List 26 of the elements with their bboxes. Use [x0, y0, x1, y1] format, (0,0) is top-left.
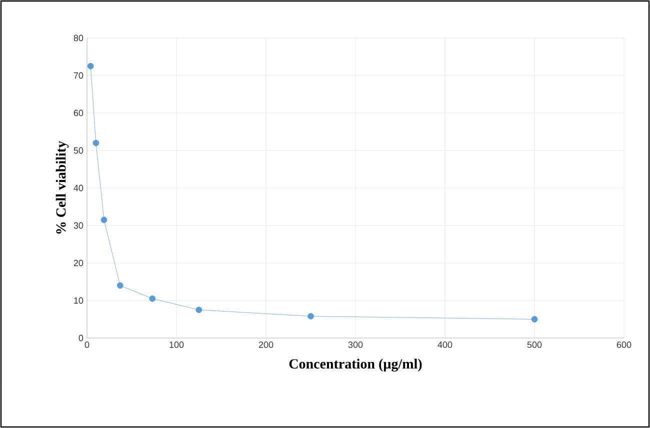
y-tick-label: 60 [74, 110, 84, 116]
x-tick-label: 0 [84, 342, 90, 348]
x-tick-label: 600 [616, 342, 632, 348]
y-tick-label: 30 [74, 222, 84, 229]
x-tick-label: 300 [348, 342, 363, 348]
y-tick-label: 50 [74, 147, 84, 154]
x-tick-label: 200 [258, 342, 274, 348]
y-tick-label: 40 [74, 184, 84, 192]
point [308, 313, 314, 320]
y-tick-label: 10 [74, 297, 84, 304]
y-tick-label: 70 [74, 72, 84, 79]
x-tick-label: 500 [527, 342, 542, 348]
x-tick-label: 100 [170, 342, 184, 348]
y-tick-label: 0 [78, 334, 84, 342]
point [149, 295, 156, 302]
point [116, 282, 124, 289]
point [87, 62, 94, 70]
x-tick-label: 400 [438, 342, 452, 348]
x-axis-title: Concentration (µg/ml) [289, 358, 422, 372]
y-tick-label: 80 [74, 34, 84, 42]
point [100, 216, 108, 224]
point [531, 316, 538, 322]
point [196, 306, 202, 314]
point [92, 140, 100, 146]
y-tick-label: 20 [74, 260, 84, 266]
y-axis-title: % Cell viability [56, 141, 69, 234]
